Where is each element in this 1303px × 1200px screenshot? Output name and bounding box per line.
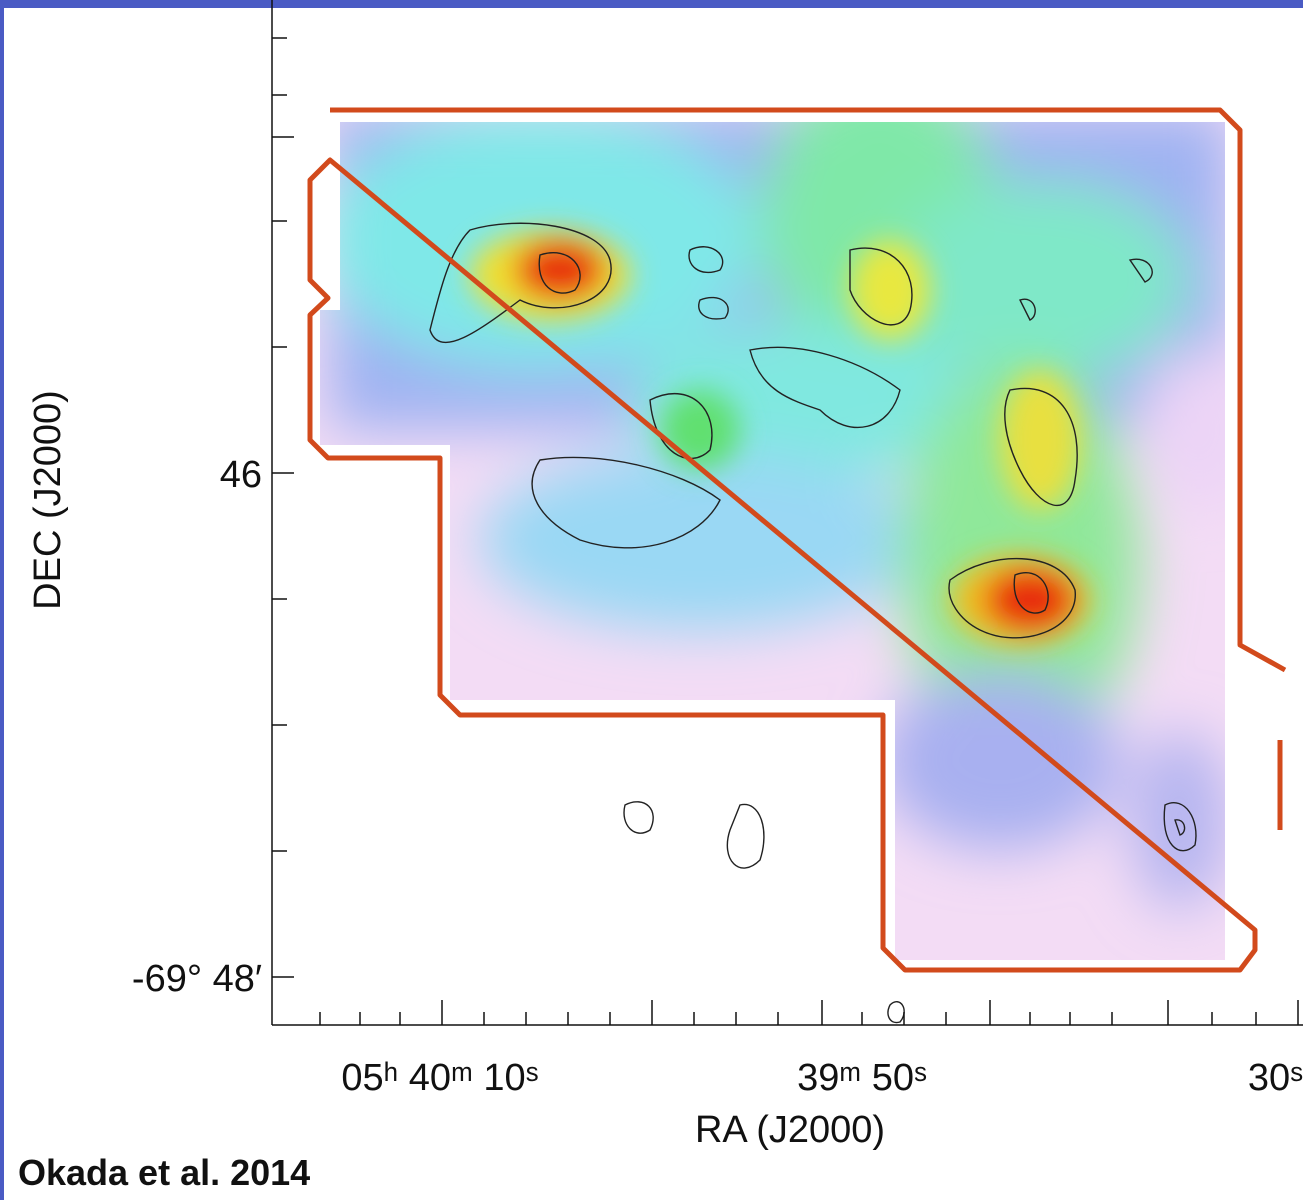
slide-top-bar bbox=[0, 0, 1303, 8]
citation: Okada et al. 2014 bbox=[18, 1152, 310, 1193]
x-tick-label: 05ʰ 40ᵐ 10ˢ bbox=[341, 1057, 538, 1099]
x-axis-title: RA (J2000) bbox=[695, 1109, 885, 1151]
intensity-map bbox=[300, 70, 1260, 980]
x-tick-label: 30ˢ bbox=[1248, 1057, 1303, 1099]
slide: 46 -69° 48′ 05ʰ 40ᵐ 10ˢ 39ᵐ 50ˢ 30ˢ DEC … bbox=[0, 0, 1303, 1200]
x-tick-label: 39ᵐ 50ˢ bbox=[797, 1057, 927, 1099]
x-ticks bbox=[320, 1000, 1298, 1025]
page: 46 -69° 48′ 05ʰ 40ᵐ 10ˢ 39ᵐ 50ˢ 30ˢ DEC … bbox=[0, 0, 1303, 1200]
y-tick-label: 46 bbox=[220, 454, 262, 496]
y-ticks bbox=[272, 38, 294, 977]
y-tick-label: -69° 48′ bbox=[132, 958, 262, 1000]
y-axis-title: DEC (J2000) bbox=[27, 390, 69, 610]
slide-left-bar bbox=[0, 0, 4, 1200]
